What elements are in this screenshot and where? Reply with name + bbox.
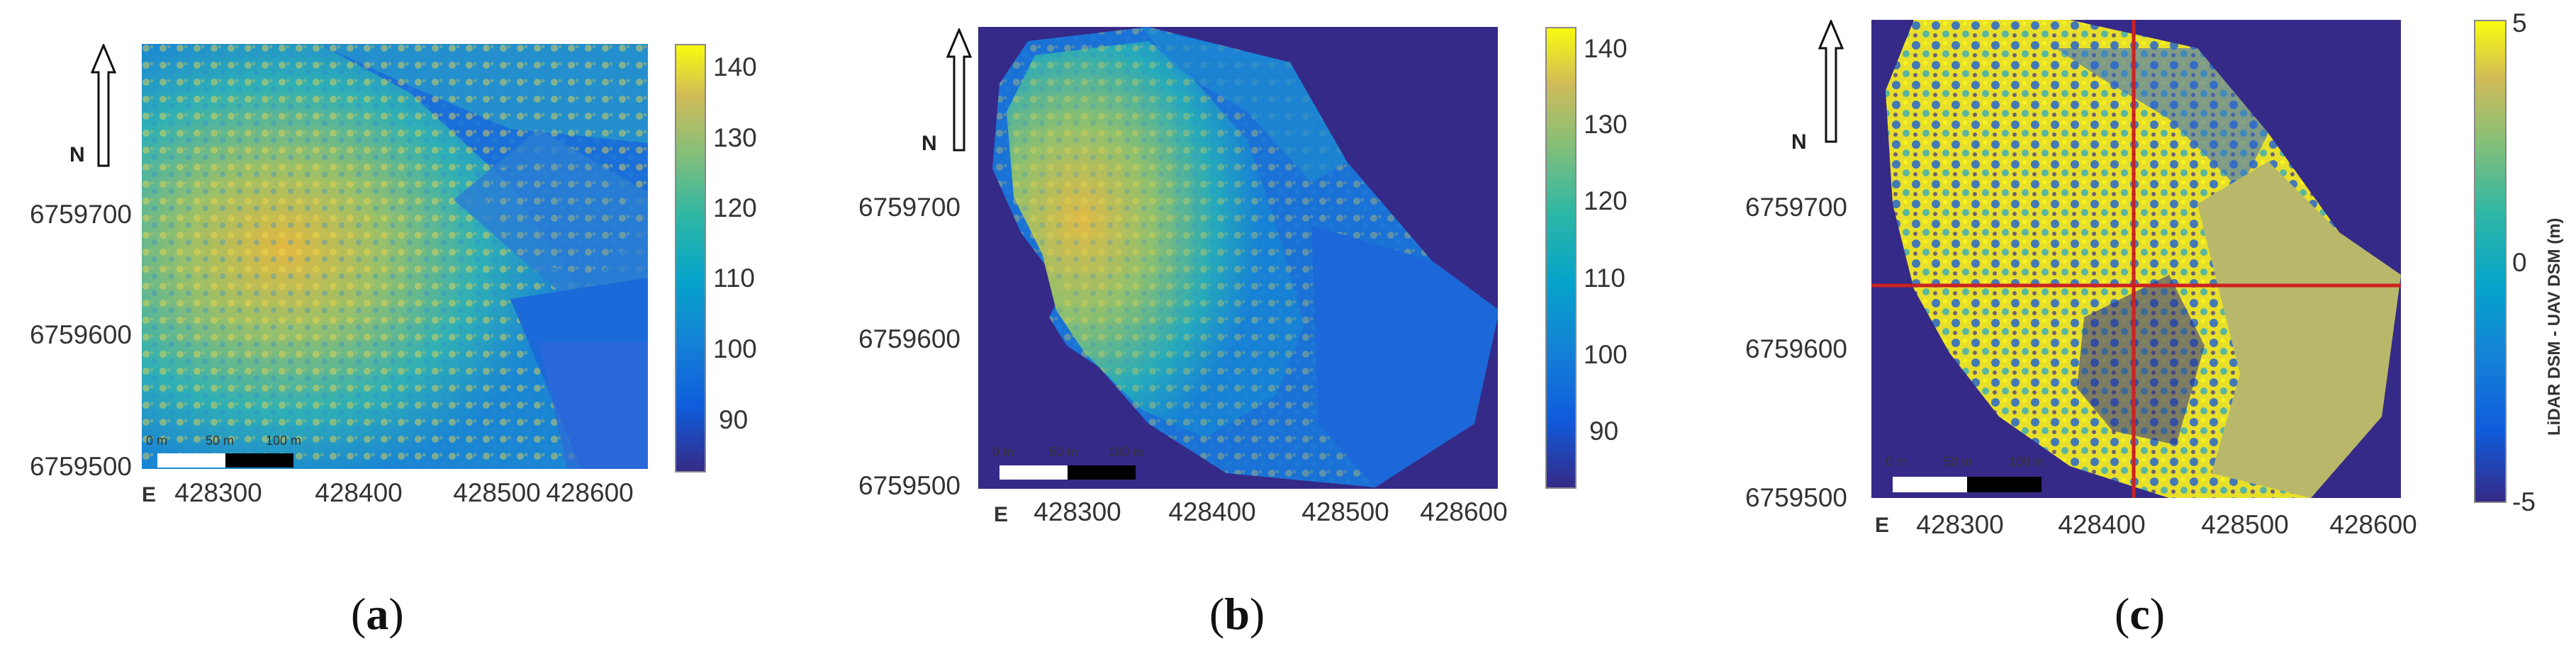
- colorbar-tick-140: 140: [713, 52, 757, 81]
- dsm-raster-a: [142, 44, 648, 469]
- label-letter: b: [1224, 589, 1250, 639]
- crosshair: [1871, 20, 2401, 498]
- y-tick-6759600: 6759600: [1745, 334, 1847, 363]
- x-tick-428400: 428400: [2058, 510, 2146, 539]
- x-tick-428600: 428600: [1420, 497, 1508, 526]
- panel-c: 0 m 50 m 100 m N 6759700 6759600 6759500…: [1659, 0, 2576, 668]
- label-open: (: [2115, 589, 2130, 639]
- colorbar-tick-110: 110: [713, 264, 755, 293]
- label-close: ): [1249, 589, 1265, 639]
- label-open: (: [351, 589, 366, 639]
- north-arrow-icon: [946, 28, 972, 152]
- panel-a: 0 m 50 m 100 m N 6759700 6759600 6759500…: [0, 0, 757, 668]
- y-tick-6759500: 6759500: [29, 452, 132, 481]
- x-tick-428300: 428300: [1034, 497, 1121, 526]
- x-tick-428600: 428600: [2329, 510, 2417, 539]
- colorbar-tick-90: 90: [1589, 417, 1619, 446]
- y-tick-6759700: 6759700: [858, 193, 961, 222]
- dsm-difference-map: [1871, 20, 2401, 498]
- colorbar-tick-100: 100: [713, 334, 757, 363]
- north-label: N: [69, 143, 85, 166]
- label-letter: a: [366, 589, 389, 639]
- colorbar-tick-120: 120: [713, 193, 757, 222]
- north-label: N: [922, 132, 937, 155]
- north-arrow-icon: [1818, 20, 1844, 143]
- colorbar-tick-90: 90: [719, 405, 749, 434]
- colorbar: [2474, 20, 2507, 503]
- x-tick-428500: 428500: [1301, 497, 1389, 526]
- x-tick-428500: 428500: [453, 478, 541, 507]
- y-tick-6759600: 6759600: [29, 320, 132, 349]
- y-tick-6759600: 6759600: [858, 324, 961, 353]
- dsm-map-uav: [978, 27, 1498, 489]
- label-open: (: [1209, 589, 1225, 639]
- north-label: N: [1791, 130, 1807, 154]
- y-tick-6759500: 6759500: [858, 471, 961, 500]
- panel-label-b: (b): [1209, 588, 1265, 640]
- dsm-map-lidar: [142, 44, 648, 469]
- colorbar-tick-0: 0: [2512, 248, 2527, 277]
- east-label: E: [142, 483, 157, 506]
- label-close: ): [388, 589, 404, 639]
- x-tick-428600: 428600: [546, 478, 634, 507]
- colorbar-tick-130: 130: [713, 123, 757, 152]
- scale-tick-0: 0 m: [146, 434, 168, 448]
- dsm-raster-b: [978, 27, 1498, 489]
- colorbar-tick-minus5: -5: [2512, 487, 2536, 516]
- x-tick-428400: 428400: [1168, 497, 1256, 526]
- east-label: E: [1875, 514, 1890, 537]
- colorbar-label: LiDAR DSM - UAV DSM (m): [2545, 217, 2564, 436]
- panel-label-c: (c): [2115, 588, 2165, 640]
- scale-tick-100: 100 m: [1108, 445, 1144, 459]
- colorbar-tick-110: 110: [1584, 264, 1625, 293]
- y-tick-6759500: 6759500: [1745, 483, 1847, 512]
- y-tick-6759700: 6759700: [29, 200, 132, 229]
- scale-tick-0: 0 m: [992, 445, 1014, 459]
- x-tick-428500: 428500: [2201, 510, 2289, 539]
- label-letter: c: [2129, 589, 2150, 639]
- scale-tick-50: 50 m: [1049, 445, 1078, 459]
- x-tick-428400: 428400: [315, 478, 403, 507]
- colorbar: [675, 44, 706, 472]
- dsm-difference-raster: [1871, 20, 2401, 498]
- colorbar-tick-100: 100: [1584, 340, 1628, 369]
- north-arrow-icon: [91, 44, 116, 167]
- colorbar-tick-120: 120: [1584, 186, 1628, 215]
- y-tick-6759700: 6759700: [1745, 193, 1847, 222]
- colorbar-tick-5: 5: [2512, 9, 2527, 38]
- scale-tick-0: 0 m: [1886, 455, 1908, 469]
- colorbar-tick-140: 140: [1584, 34, 1628, 63]
- colorbar: [1545, 27, 1577, 489]
- panel-b: 0 m 50 m 100 m N 6759700 6759600 6759500…: [836, 0, 1628, 668]
- scale-tick-50: 50 m: [206, 434, 235, 448]
- label-close: ): [2149, 589, 2166, 639]
- colorbar-tick-130: 130: [1584, 110, 1628, 139]
- east-label: E: [994, 503, 1009, 526]
- panel-label-a: (a): [351, 588, 404, 640]
- scale-tick-100: 100 m: [266, 434, 302, 448]
- x-tick-428300: 428300: [1916, 510, 2004, 539]
- scale-tick-50: 50 m: [1944, 455, 1973, 469]
- x-tick-428300: 428300: [174, 478, 262, 507]
- scale-tick-100: 100 m: [2009, 455, 2045, 469]
